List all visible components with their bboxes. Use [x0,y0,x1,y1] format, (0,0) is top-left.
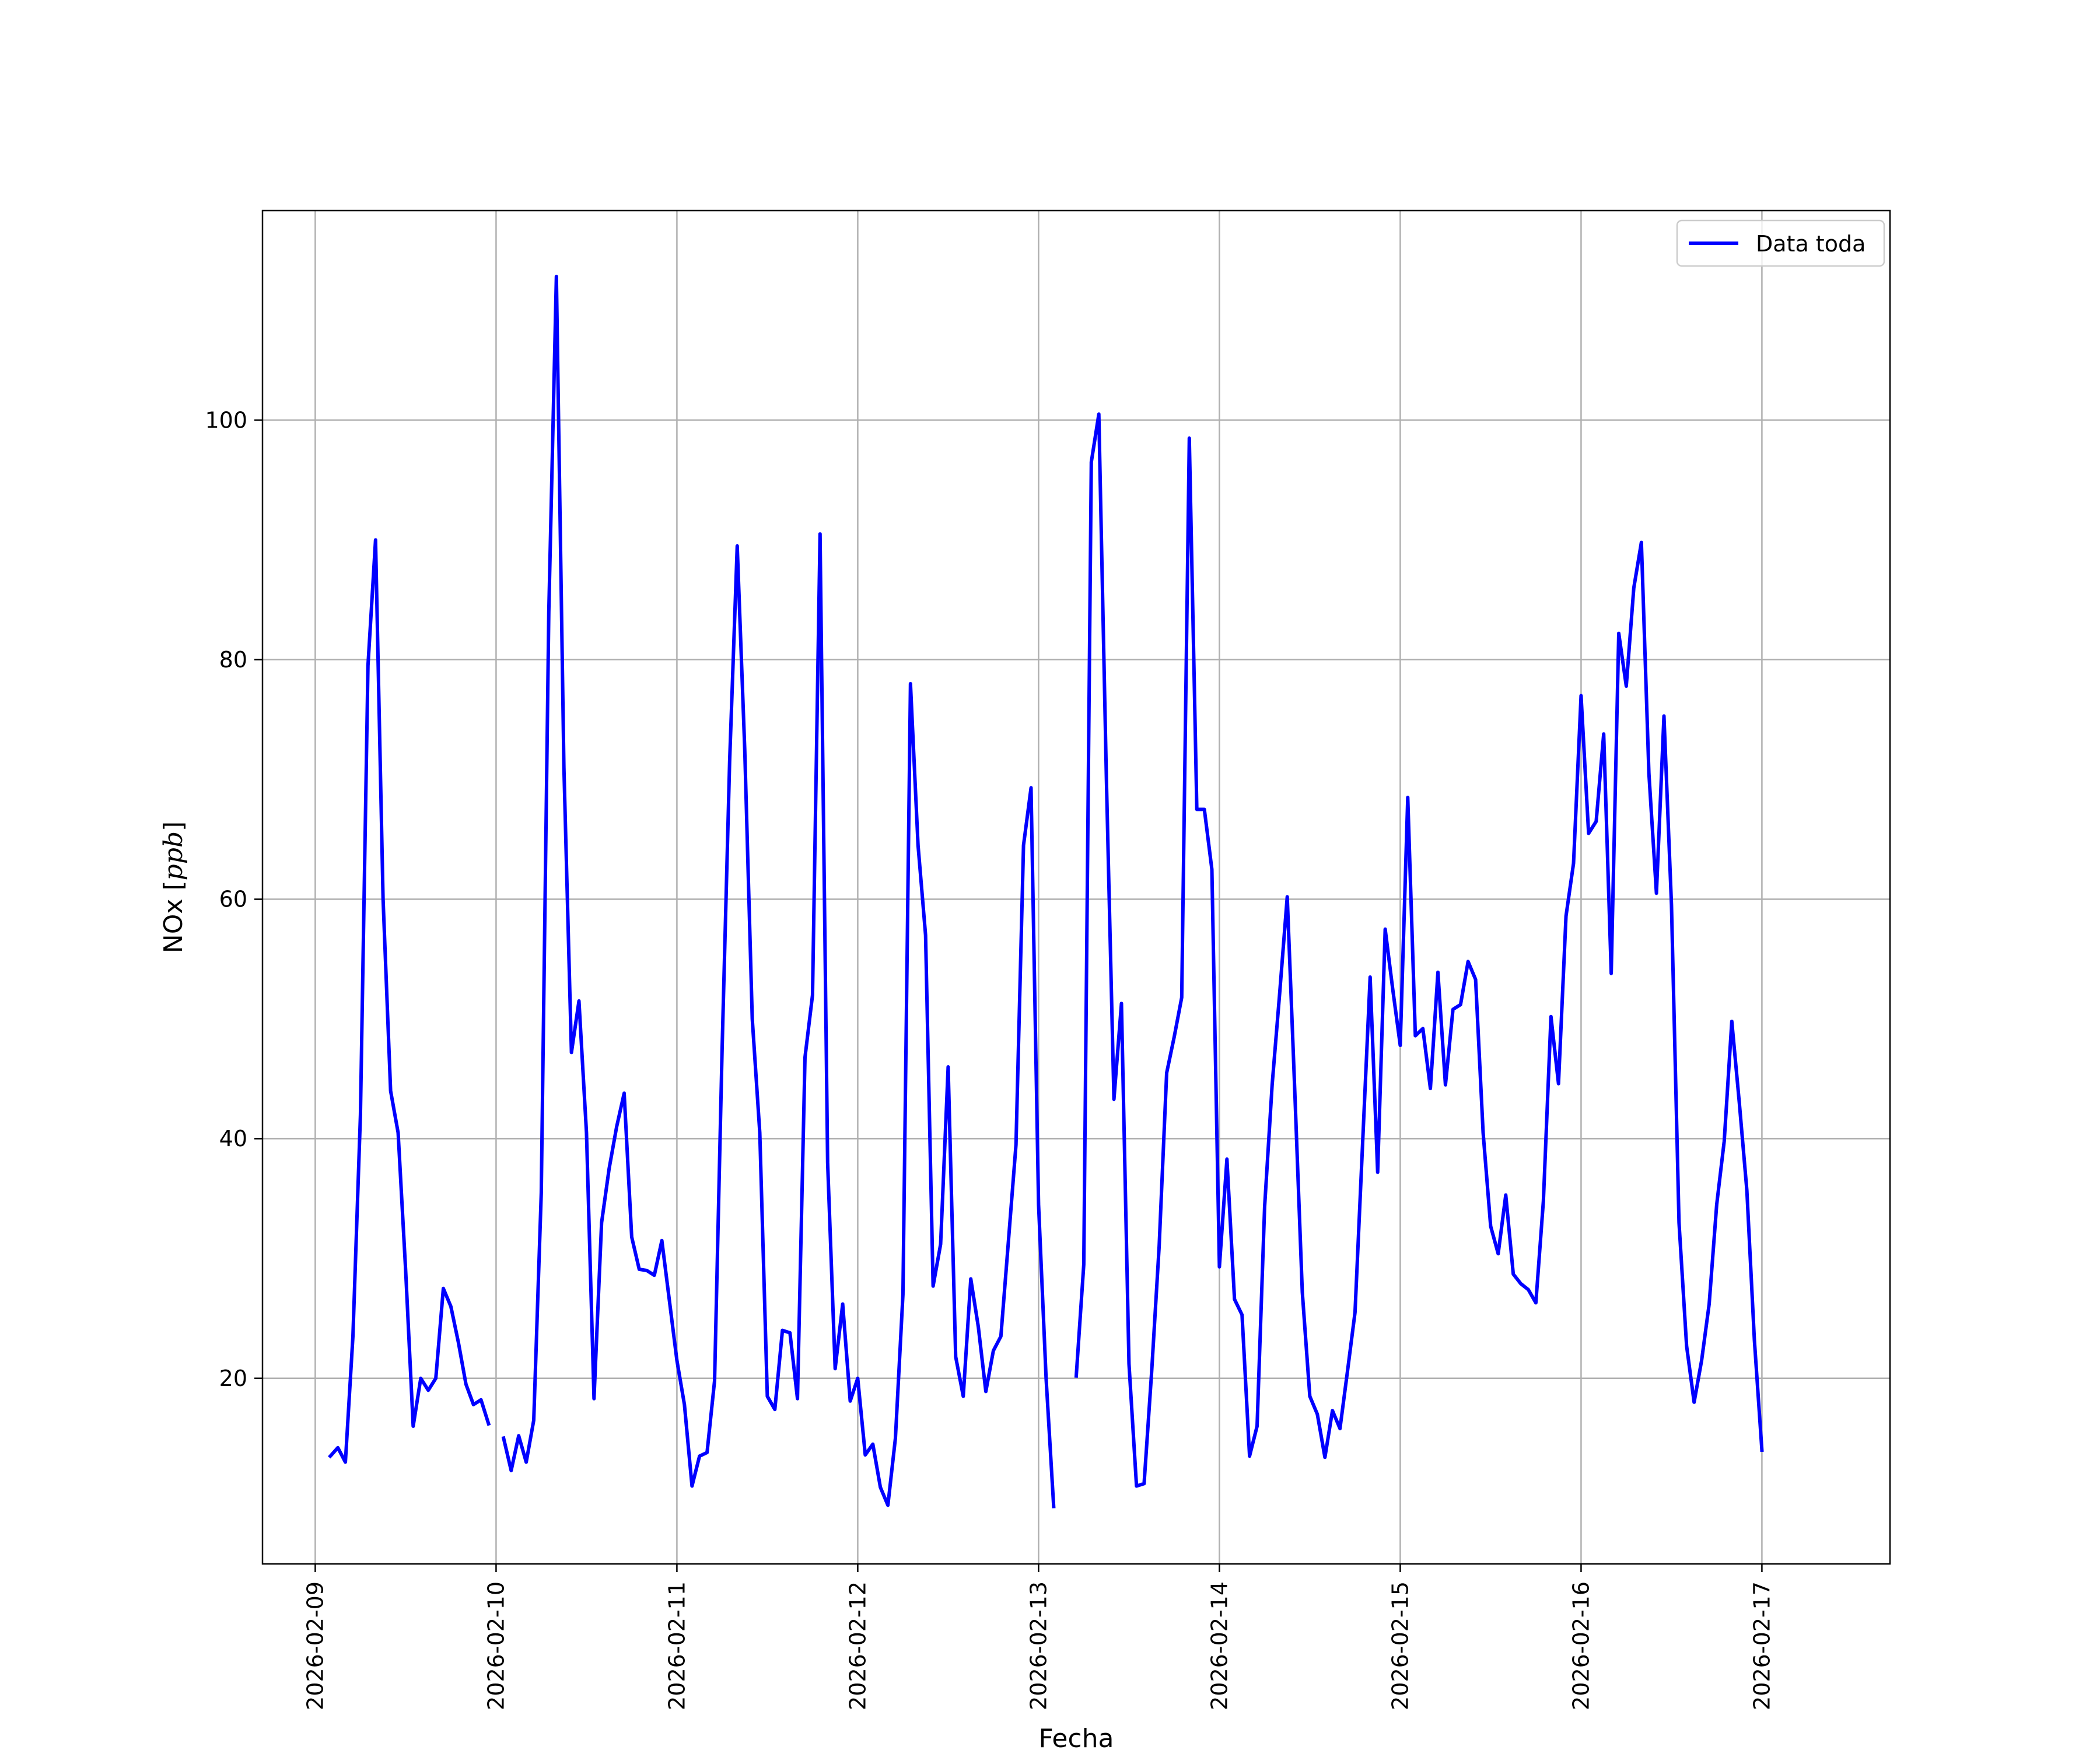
x-axis-label: Fecha [1038,1724,1114,1750]
y-axis-label-unit: ppb [159,831,188,881]
x-tick-label: 2026-02-12 [845,1581,870,1710]
x-tick-label: 2026-02-15 [1387,1581,1413,1710]
legend-box [1676,219,1885,267]
y-tick-label: 80 [219,647,247,673]
x-tick-label: 2026-02-10 [483,1581,509,1710]
x-tick-label: 2026-02-11 [664,1581,690,1710]
series-layer [328,274,1764,1508]
y-tick-label: 40 [219,1126,247,1152]
x-tick-label: 2026-02-13 [1026,1581,1051,1710]
y-tick-label: 100 [205,407,247,433]
legend: Data toda [1676,219,1885,267]
x-tick-label: 2026-02-17 [1749,1581,1774,1710]
legend-label-data-toda: Data toda [1756,231,1866,257]
x-tick-label: 2026-02-14 [1206,1581,1232,1710]
plot-area-frame [261,209,1891,1565]
y-tick-label: 20 [219,1366,247,1391]
x-tick-label: 2026-02-09 [302,1581,328,1710]
series-line-data-toda-segment-3 [1074,412,1764,1488]
series-line-data-toda-segment-1 [328,538,491,1464]
y-axis-label: NOx [ppb] [159,821,188,953]
y-axis-label-open-bracket: [ [159,880,188,898]
x-axis-ticks: 2026-02-09 2026-02-10 2026-02-11 2026-02-12… [302,1564,1774,1710]
y-axis-ticks: 20 40 60 80 100 [205,407,262,1391]
y-axis-label-close-bracket: ] [159,821,188,831]
y-axis-label-quantity: NOx [159,899,188,954]
y-tick-label: 60 [219,887,247,912]
series-line-data-toda-segment-2 [501,274,1056,1508]
x-tick-label: 2026-02-16 [1568,1581,1594,1710]
